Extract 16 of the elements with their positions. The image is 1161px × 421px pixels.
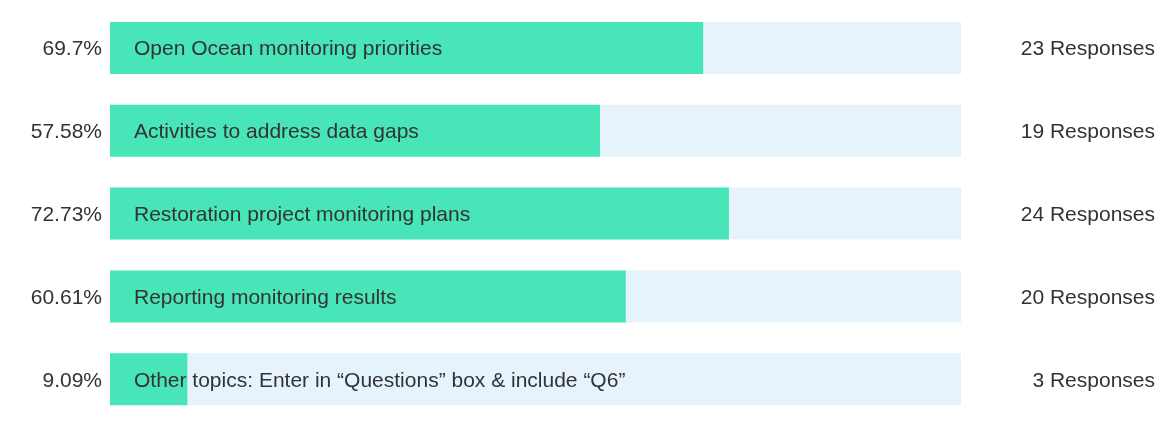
y-tick-label: Open Ocean monitoring priorities bbox=[134, 36, 443, 60]
text: 19 Responses bbox=[1020, 119, 1155, 143]
text: 20 Responses bbox=[1020, 284, 1155, 308]
data-label: 72.73% bbox=[30, 201, 102, 225]
data-label: 69.7% bbox=[42, 36, 102, 60]
bar bbox=[110, 353, 188, 406]
text: 23 Responses bbox=[1020, 36, 1155, 60]
data-label: 60.61% bbox=[30, 284, 102, 308]
y-tick-label: Reporting monitoring results bbox=[134, 284, 397, 308]
y-tick-label: Activities to address data gaps bbox=[134, 119, 419, 143]
y-tick-label: Restoration project monitoring plans bbox=[134, 201, 471, 225]
text: 24 Responses bbox=[1020, 201, 1155, 225]
y-tick-label: Other topics: Enter in “Questions” box & include “Q6” bbox=[134, 367, 626, 391]
text: 3 Responses bbox=[1032, 367, 1155, 391]
data-label: 57.58% bbox=[30, 119, 102, 143]
data-label: 9.09% bbox=[42, 367, 102, 391]
